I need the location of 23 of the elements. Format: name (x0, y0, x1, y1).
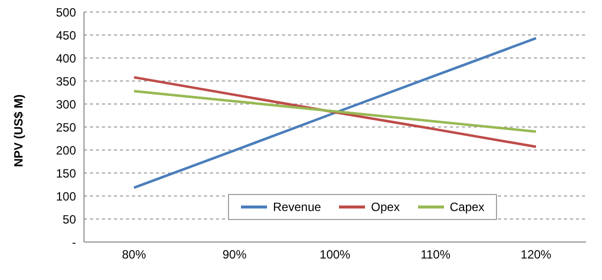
y-tick-label: 400 (56, 51, 76, 66)
x-tick-label: 100% (320, 248, 351, 262)
y-tick-label: 100 (56, 189, 76, 204)
y-tick-label: 150 (56, 166, 76, 180)
y-tick-label: 300 (56, 97, 76, 112)
legend-label: Capex (450, 200, 484, 214)
y-tick-label: 200 (56, 143, 76, 158)
y-tick-label: 500 (56, 5, 76, 20)
line-series (132, 36, 538, 189)
legend-label: Opex (371, 200, 400, 214)
x-tick-label: 110% (420, 248, 451, 262)
line-series (132, 90, 538, 133)
legend-label: Revenue (273, 200, 322, 214)
x-tick-label: 80% (122, 248, 146, 262)
x-tick-label: 120% (520, 248, 552, 262)
line-series (132, 76, 538, 148)
y-tick-label: 250 (56, 120, 76, 134)
y-tick-label: 50 (62, 212, 76, 226)
y-tick-label: 450 (56, 28, 76, 42)
y-axis-title: NPV (US$ M) (11, 94, 26, 167)
x-tick-label: 90% (222, 248, 247, 262)
y-tick-label: - (72, 235, 76, 250)
y-tick-label: 350 (56, 74, 76, 88)
